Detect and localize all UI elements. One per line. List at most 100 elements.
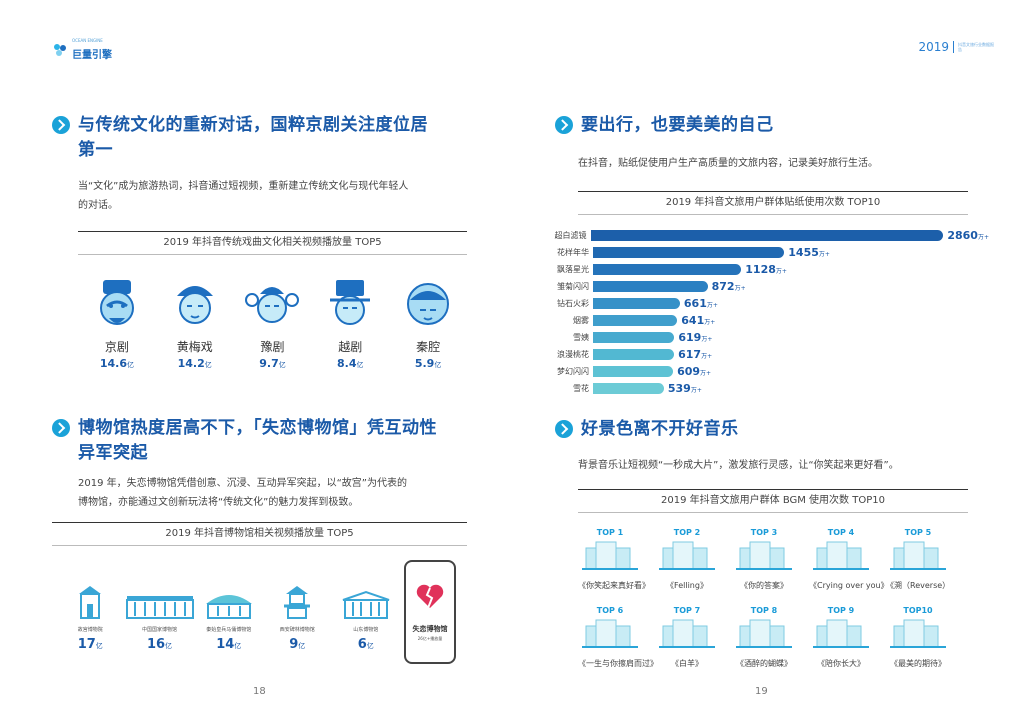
phone-illustration: 失恋博物馆 26亿+播放量 — [404, 560, 456, 664]
bar-label: 浪漫桃花 — [557, 350, 589, 359]
museum-name: 山东博物馆 — [353, 627, 379, 633]
value-unit: 万+ — [704, 319, 716, 326]
museum-name: 故宫博物院 — [77, 627, 103, 633]
left-section2-heading: 博物馆热度居高不下，「失恋博物馆」凭互动性 异军突起 — [52, 416, 437, 466]
value-number: 1455 — [788, 246, 819, 259]
museum-list: 故宫博物院 17亿 中国国家博物馆 16亿 秦始皇兵马俑博物馆 14亿 西安碑林… — [56, 584, 400, 652]
bar-value-label: 641万+ — [681, 314, 715, 327]
museum-building-icon — [125, 596, 194, 619]
bgm-rank: TOP 4 — [827, 528, 855, 537]
bar-row: 雏菊闪闪 872万+ — [549, 278, 989, 295]
music-block-icon — [659, 619, 715, 649]
section-title: 与传统文化的重新对话，国粹京剧关注度位居 — [78, 115, 428, 135]
bar-row: 雪花 539万+ — [549, 380, 989, 397]
opera-value: 14.6亿 — [100, 357, 134, 370]
bar-label: 雪花 — [573, 384, 589, 393]
left-section1-paragraph: 当“文化”成为旅游热词，抖音通过短视频，重新建立传统文化与现代年轻人 的对话。 — [78, 177, 478, 215]
bgm-rank: TOP 3 — [750, 528, 778, 537]
opera-mask-icon — [407, 283, 450, 325]
bar-label: 钻石火彩 — [557, 299, 589, 308]
opera-item: 越剧 8.4亿 — [311, 276, 389, 370]
para-line: 2019 年，失恋博物馆凭借创意、沉浸、互动异军突起，以“故宫”为代表的 — [78, 478, 407, 489]
bar-label: 花样年华 — [557, 248, 589, 257]
value-number: 14 — [216, 637, 235, 652]
page-number-right: 19 — [755, 686, 768, 697]
music-block-icon — [890, 619, 946, 649]
section-arrow-icon — [555, 116, 573, 134]
music-block-icon — [582, 619, 638, 649]
value-unit: 亿 — [204, 361, 212, 369]
bar — [593, 281, 708, 292]
section-title: 要出行，也要美美的自己 — [581, 115, 774, 135]
value-unit: 万+ — [977, 234, 989, 241]
opera-value: 8.4亿 — [337, 357, 364, 370]
value-number: 16 — [146, 637, 166, 652]
opera-name: 越剧 — [338, 340, 363, 354]
value-unit: 万+ — [701, 336, 713, 343]
value-unit: 万+ — [706, 302, 718, 309]
bgm-rank: TOP 1 — [596, 528, 624, 537]
bgm-song: 《酒醉的蝴蝶》 — [736, 659, 792, 668]
museum-building-icon — [205, 595, 252, 619]
opera-item: 黄梅戏 14.2亿 — [156, 276, 234, 370]
report-header: 2019 抖音文旅行业数据报告 — [918, 40, 994, 54]
value-number: 619 — [678, 331, 702, 344]
music-block-icon — [813, 619, 869, 649]
bar-label: 飘落星光 — [557, 265, 589, 274]
bgm-item: TOP 1 《你笑起来真好看》 — [578, 528, 650, 591]
value-number: 539 — [667, 382, 691, 395]
left-section1-heading: 与传统文化的重新对话，国粹京剧关注度位居 第一 — [52, 113, 428, 163]
bar-value-label: 1455万+ — [788, 246, 830, 259]
bgm-song: 《白羊》 — [671, 659, 703, 668]
bar — [593, 332, 675, 343]
bar-row: 飘落星光 1128万+ — [549, 261, 989, 278]
bar-value-label: 617万+ — [678, 348, 712, 361]
bar-row: 烟雾 641万+ — [549, 312, 989, 329]
opera-mask-icon — [176, 286, 213, 324]
value-number: 14.2 — [177, 357, 205, 370]
bar-label: 烟雾 — [573, 316, 589, 325]
music-block-icon — [736, 541, 792, 571]
section-title: 好景色离不开好音乐 — [581, 419, 739, 439]
bar-row: 梦幻闪闪 609万+ — [549, 363, 989, 380]
phone-title: 失恋博物馆 — [412, 625, 448, 633]
right-section1-heading: 要出行，也要美美的自己 — [555, 113, 774, 138]
bgm-song: 《溯（Reverse） — [886, 581, 951, 590]
museum-table-title: 2019 年抖音博物馆相关视频播放量 TOP5 — [52, 522, 467, 546]
opera-item: 豫剧 9.7亿 — [234, 276, 312, 370]
bar-value-label: 661万+ — [684, 297, 718, 310]
bar-row: 浪漫桃花 617万+ — [549, 346, 989, 363]
value-unit: 万+ — [701, 353, 713, 360]
bar — [590, 230, 944, 241]
museum-item: 山东博物馆 6亿 — [332, 584, 401, 652]
bar-label: 雏菊闪闪 — [557, 282, 589, 291]
opera-mask-icon — [330, 280, 371, 325]
museum-value: 9亿 — [289, 637, 305, 652]
bgm-song: 《你笑起来真好看》 — [578, 581, 650, 590]
museum-name: 秦始皇兵马俑博物馆 — [206, 627, 252, 633]
report-subtitle: 抖音文旅行业数据报告 — [958, 42, 994, 52]
bgm-song: 《Crying over you》 — [809, 581, 889, 590]
opera-name: 豫剧 — [260, 340, 285, 354]
opera-value: 14.2亿 — [178, 357, 212, 370]
broken-heart-icon — [416, 584, 444, 609]
bgm-rank: TOP 5 — [904, 528, 932, 537]
bar-value-label: 872万+ — [712, 280, 746, 293]
opera-name: 京剧 — [104, 340, 129, 354]
museum-value: 16亿 — [147, 637, 172, 652]
bgm-rank: TOP 7 — [673, 606, 701, 615]
value-number: 872 — [711, 280, 735, 293]
logo-mark-icon — [54, 44, 66, 56]
bar-row: 花样年华 1455万+ — [549, 244, 989, 261]
right-section2-paragraph: 背景音乐让短视频“一秒成大片”，激发旅行灵感，让“你笑起来更好看”。 — [578, 460, 899, 471]
value-unit: 万+ — [690, 387, 702, 394]
museum-building-icon — [284, 586, 311, 619]
music-block-icon — [659, 541, 715, 571]
bgm-rank: TOP 8 — [750, 606, 778, 615]
music-block-icon — [582, 541, 638, 571]
opera-list: 京剧 14.6亿 黄梅戏 14.2亿 豫剧 9.7亿 越剧 8.4亿 秦腔 5.… — [78, 276, 467, 370]
header-divider — [953, 41, 954, 53]
value-number: 8.4 — [337, 357, 357, 370]
bar-row: 雪姨 619万+ — [549, 329, 989, 346]
value-number: 9 — [289, 637, 299, 652]
